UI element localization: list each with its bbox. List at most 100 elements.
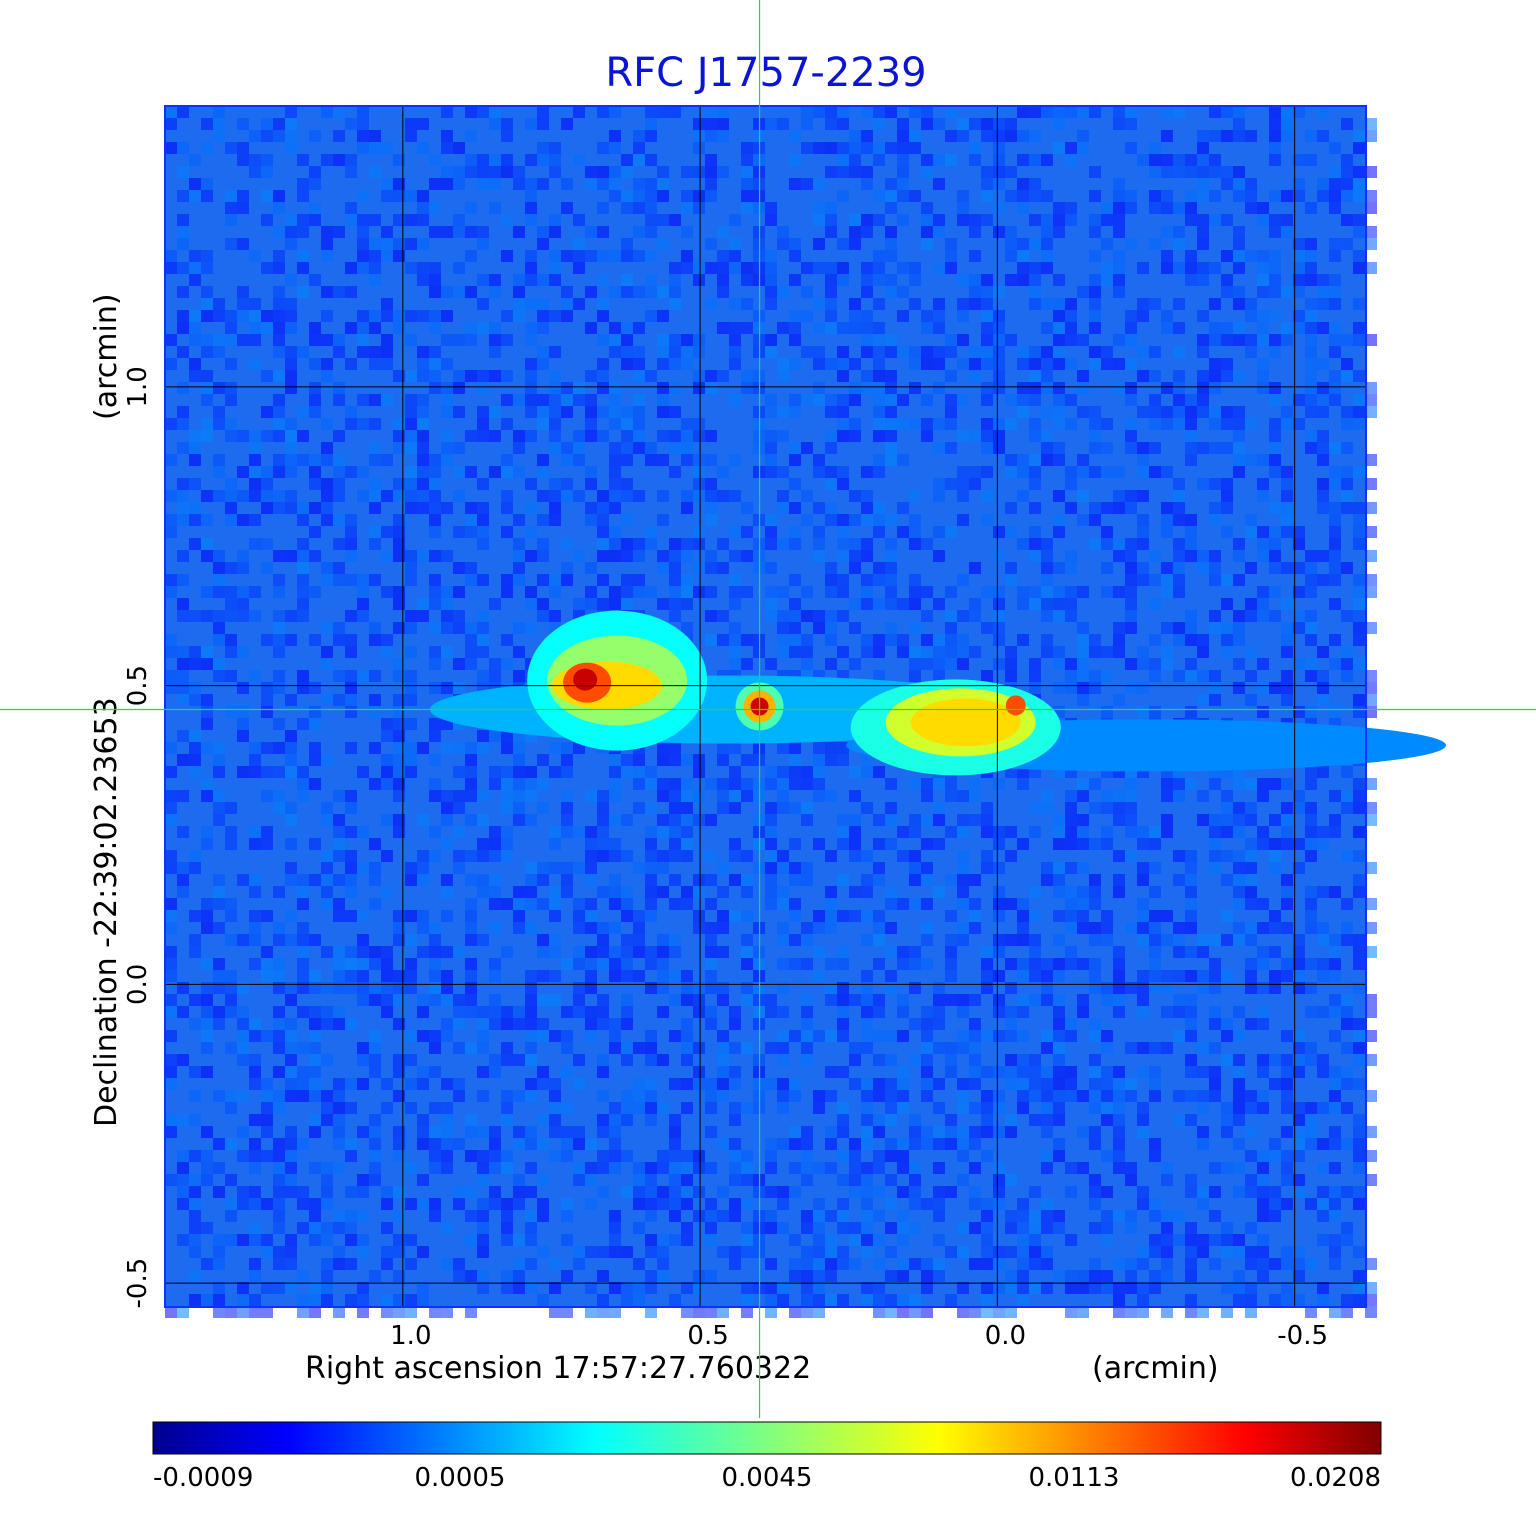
- noise-cell: [801, 1018, 813, 1030]
- noise-cell: [1053, 838, 1065, 850]
- noise-cell: [477, 538, 489, 550]
- noise-cell: [1317, 1234, 1329, 1246]
- noise-cell: [837, 1102, 849, 1114]
- noise-cell: [1353, 142, 1365, 154]
- noise-cell: [789, 1270, 801, 1282]
- noise-cell: [633, 358, 645, 370]
- noise-cell: [345, 742, 357, 754]
- noise-cell: [981, 130, 993, 142]
- noise-cell: [717, 802, 729, 814]
- noise-cell: [933, 1018, 945, 1030]
- noise-cell: [1293, 1186, 1305, 1198]
- noise-cell: [921, 430, 933, 442]
- noise-cell: [837, 322, 849, 334]
- noise-cell: [1353, 706, 1365, 718]
- noise-cell: [321, 226, 333, 238]
- noise-cell: [777, 1282, 789, 1294]
- noise-cell: [585, 862, 597, 874]
- noise-cell: [1233, 886, 1245, 898]
- noise-cell: [621, 154, 633, 166]
- noise-cell: [189, 1018, 201, 1030]
- noise-cell: [177, 226, 189, 238]
- noise-cell: [933, 658, 945, 670]
- noise-cell: [993, 910, 1005, 922]
- noise-cell: [885, 430, 897, 442]
- noise-cell: [837, 190, 849, 202]
- noise-cell: [849, 562, 861, 574]
- noise-cell: [201, 1006, 213, 1018]
- noise-cell: [1041, 1090, 1053, 1102]
- noise-cell: [561, 1234, 573, 1246]
- noise-cell: [1161, 1210, 1173, 1222]
- noise-cell: [1281, 1174, 1293, 1186]
- noise-cell: [1161, 262, 1173, 274]
- noise-cell: [573, 214, 585, 226]
- noise-cell: [297, 586, 309, 598]
- noise-cell: [465, 922, 477, 934]
- noise-cell: [669, 850, 681, 862]
- noise-cell: [309, 1306, 321, 1318]
- noise-cell: [717, 1246, 729, 1258]
- noise-cell: [1029, 238, 1041, 250]
- noise-cell: [417, 850, 429, 862]
- noise-cell: [981, 670, 993, 682]
- noise-cell: [861, 802, 873, 814]
- noise-cell: [1137, 874, 1149, 886]
- noise-cell: [381, 1006, 393, 1018]
- noise-cell: [297, 346, 309, 358]
- noise-cell: [1053, 310, 1065, 322]
- noise-cell: [777, 1138, 789, 1150]
- noise-cell: [1077, 790, 1089, 802]
- noise-cell: [1077, 634, 1089, 646]
- noise-cell: [969, 1222, 981, 1234]
- noise-cell: [705, 490, 717, 502]
- noise-cell: [225, 634, 237, 646]
- noise-cell: [1041, 790, 1053, 802]
- noise-cell: [417, 358, 429, 370]
- noise-cell: [1257, 1066, 1269, 1078]
- noise-cell: [201, 694, 213, 706]
- noise-cell: [621, 478, 633, 490]
- noise-cell: [681, 346, 693, 358]
- noise-cell: [921, 1270, 933, 1282]
- noise-cell: [297, 190, 309, 202]
- noise-cell: [1173, 622, 1185, 634]
- noise-cell: [1281, 598, 1293, 610]
- noise-cell: [705, 898, 717, 910]
- noise-cell: [273, 1138, 285, 1150]
- noise-cell: [837, 1294, 849, 1306]
- noise-cell: [1053, 226, 1065, 238]
- noise-cell: [225, 646, 237, 658]
- noise-cell: [969, 478, 981, 490]
- noise-cell: [1209, 190, 1221, 202]
- noise-cell: [981, 946, 993, 958]
- noise-cell: [357, 862, 369, 874]
- noise-cell: [849, 1186, 861, 1198]
- noise-cell: [1041, 538, 1053, 550]
- noise-cell: [681, 1102, 693, 1114]
- noise-cell: [213, 1018, 225, 1030]
- noise-cell: [1209, 1186, 1221, 1198]
- noise-cell: [213, 562, 225, 574]
- noise-cell: [1053, 1090, 1065, 1102]
- noise-cell: [1209, 334, 1221, 346]
- noise-cell: [285, 634, 297, 646]
- noise-cell: [1317, 1006, 1329, 1018]
- noise-cell: [825, 586, 837, 598]
- noise-cell: [597, 850, 609, 862]
- noise-cell: [657, 178, 669, 190]
- noise-cell: [1329, 958, 1341, 970]
- noise-cell: [1101, 838, 1113, 850]
- noise-cell: [633, 766, 645, 778]
- noise-cell: [993, 1102, 1005, 1114]
- noise-cell: [1029, 934, 1041, 946]
- noise-cell: [585, 970, 597, 982]
- noise-cell: [849, 322, 861, 334]
- noise-cell: [777, 358, 789, 370]
- noise-cell: [285, 754, 297, 766]
- noise-cell: [429, 526, 441, 538]
- noise-cell: [585, 946, 597, 958]
- noise-cell: [1257, 202, 1269, 214]
- noise-cell: [801, 442, 813, 454]
- noise-cell: [633, 430, 645, 442]
